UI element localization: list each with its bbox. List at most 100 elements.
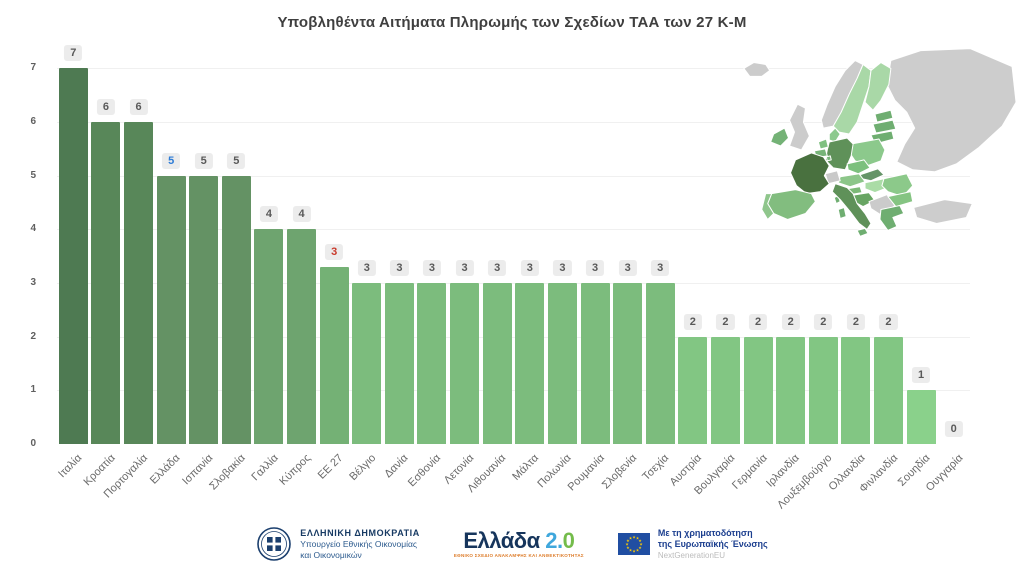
- bar-value-label: 2: [683, 313, 702, 330]
- eu-star-icon: ★: [629, 547, 633, 552]
- bar-value-label: 3: [390, 259, 409, 276]
- bar-value-label: 3: [553, 259, 572, 276]
- map-united-kingdom: [789, 103, 810, 151]
- chart-bar: [841, 336, 871, 444]
- x-axis-label: Εσθονία: [406, 452, 444, 490]
- hellenic-republic-logo: ΕΛΛΗΝΙΚΗ ΔΗΜΟΚΡΑΤΙΑ Υπουργείο Εθνικής Οι…: [256, 526, 420, 562]
- chart-bar: [645, 282, 675, 444]
- bar-value-label: 2: [716, 313, 735, 330]
- y-axis-tick-label: 5: [30, 169, 36, 181]
- bar-value-label: 0: [944, 421, 963, 437]
- eu-funding-logo: ★ ★ ★ ★ ★ ★ ★ ★ ★ ★ ★ ★ Με τη χρηματοδότηση της Ευρ…: [617, 528, 768, 560]
- eu-star-icon: ★: [632, 534, 636, 539]
- greece-2-0-two: 2.: [545, 527, 563, 553]
- chart-bar: [58, 68, 88, 444]
- y-axis-tick-label: 6: [30, 115, 36, 127]
- greece-2-0-wordmark: Ελλάδα 2.0: [454, 527, 584, 553]
- footer-logos: ΕΛΛΗΝΙΚΗ ΔΗΜΟΚΡΑΤΙΑ Υπουργείο Εθνικής Οι…: [0, 520, 1024, 568]
- greece-2-0-subtitle: ΕΘΝΙΚΟ ΣΧΕΔΙΟ ΑΝΑΚΑΜΨΗΣ ΚΑΙ ΑΝΘΕΚΤΙΚΟΤΗΤ…: [453, 552, 584, 558]
- bar-value-label: 3: [325, 243, 344, 260]
- eu-star-icon: ★: [625, 541, 629, 546]
- y-axis-tick-label: 3: [30, 276, 36, 288]
- x-axis-label: Δανία: [382, 452, 411, 481]
- gridline: [57, 390, 970, 392]
- bar-value-label: 4: [259, 206, 278, 223]
- y-axis-tick-label: 1: [30, 384, 36, 396]
- eu-funding-line2: της Ευρωπαϊκής Ένωσης: [657, 539, 768, 549]
- eu-star-icon: ★: [626, 538, 630, 543]
- next-generation-eu-label: NextGenerationEU: [657, 551, 726, 560]
- bar-value-label: 3: [455, 259, 474, 276]
- bar-value-label: 7: [64, 45, 83, 62]
- y-axis-tick-label: 2: [30, 330, 36, 342]
- greece-2-0-word: Ελλάδα: [463, 527, 546, 553]
- chart-bar: [319, 266, 349, 444]
- map-luxembourg: [825, 155, 832, 162]
- bar-value-label: 3: [488, 259, 507, 276]
- chart-bar: [124, 121, 154, 444]
- bar-value-label: 6: [96, 98, 115, 115]
- map-latvia: [872, 119, 897, 134]
- x-axis-label: Μάλτα: [510, 452, 542, 483]
- bar-value-label: 3: [585, 259, 605, 276]
- bar-value-label: 2: [879, 313, 898, 330]
- map-eastern-gray-mass: [886, 48, 1017, 173]
- bar-value-label: 5: [194, 152, 213, 169]
- chart-bar: [743, 336, 773, 444]
- gridline: [57, 229, 970, 231]
- eu-star-icon: ★: [626, 545, 630, 550]
- chart-bar: [156, 175, 186, 444]
- eu-star-icon: ★: [639, 541, 643, 546]
- chart-bar: [189, 175, 219, 444]
- chart-bar: [906, 390, 936, 444]
- chart-bar: [776, 336, 806, 444]
- eu-star-icon: ★: [638, 538, 642, 543]
- map-portugal: [761, 193, 775, 220]
- greece-2-0-logo: Ελλάδα 2.0 ΕΘΝΙΚΟ ΣΧΕΔΙΟ ΑΝΑΚΑΜΨΗΣ ΚΑΙ Α…: [453, 527, 584, 559]
- bar-value-label: 1: [912, 367, 931, 384]
- y-axis-tick-label: 0: [30, 438, 36, 449]
- eu-flag-icon: ★ ★ ★ ★ ★ ★ ★ ★ ★ ★ ★ ★: [617, 533, 650, 555]
- bar-value-label: 2: [748, 313, 768, 330]
- chart-bar: [450, 282, 480, 444]
- chart-bar: [873, 336, 903, 444]
- bar-value-label: 4: [292, 206, 311, 223]
- chart-bar: [352, 282, 382, 444]
- gridline: [57, 121, 970, 123]
- europe-map: [722, 40, 1020, 240]
- bar-value-label: 2: [846, 313, 865, 330]
- map-italy: [831, 183, 872, 230]
- gridline: [57, 175, 970, 177]
- map-sardinia: [837, 207, 847, 219]
- x-axis-label: Βέλγιο: [347, 452, 379, 483]
- map-finland: [864, 62, 892, 111]
- bar-value-label: 3: [422, 259, 442, 276]
- y-axis-tick-label: 7: [30, 62, 36, 74]
- eu-star-icon: ★: [638, 545, 642, 550]
- bar-value-label: 3: [651, 259, 670, 276]
- map-greece: [879, 205, 905, 231]
- hellenic-republic-emblem-icon: [257, 527, 292, 561]
- chart-bar: [287, 229, 317, 444]
- chart-bar: [91, 121, 121, 444]
- greece-2-0-zero: 0: [562, 527, 575, 553]
- x-axis-label: ΕΕ 27: [315, 452, 346, 482]
- chart-bar: [580, 282, 610, 444]
- map-estonia: [874, 109, 894, 123]
- bar-value-label: 2: [781, 313, 800, 330]
- bar-value-label: 5: [227, 152, 246, 169]
- x-axis-label: Τσεχία: [640, 452, 672, 483]
- chart-bar: [417, 282, 447, 444]
- gridline: [57, 68, 970, 70]
- page-title: Υποβληθέντα Αιτήματα Πληρωμής των Σχεδίω…: [277, 14, 747, 31]
- map-austria: [837, 173, 866, 188]
- map-denmark: [828, 127, 841, 143]
- map-sicily: [856, 227, 869, 237]
- eu-star-icon: ★: [629, 535, 633, 540]
- chart-bar: [710, 336, 740, 444]
- chart-bar: [547, 282, 577, 444]
- x-axis-label: Ιταλία: [56, 452, 85, 481]
- gridline: [57, 336, 970, 338]
- map-spain: [767, 189, 816, 220]
- bar-value-label: 6: [129, 98, 148, 115]
